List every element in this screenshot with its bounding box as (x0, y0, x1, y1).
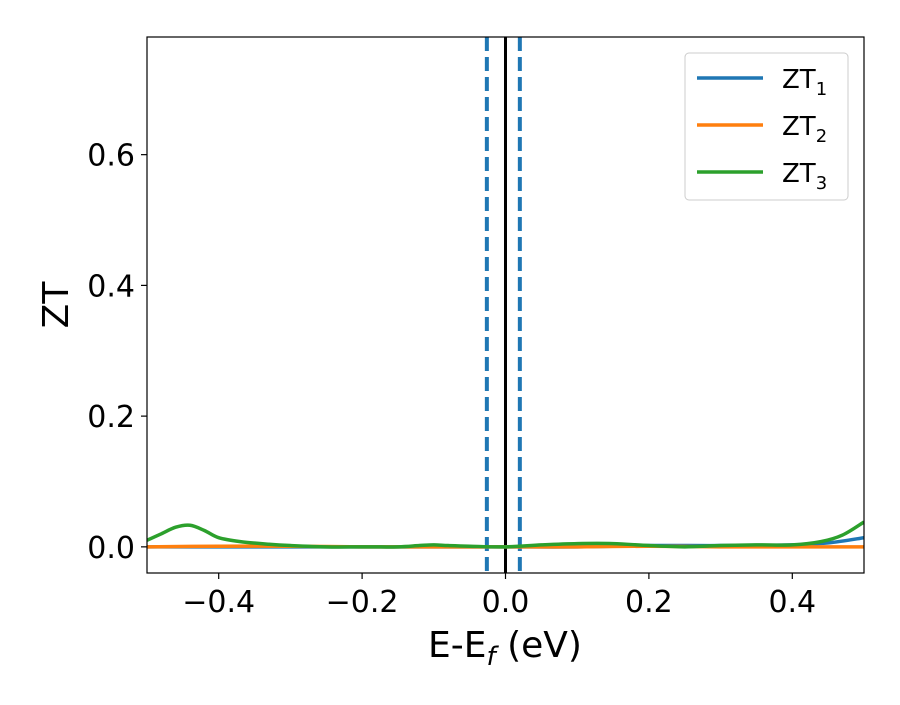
y-tick-label: 0.6 (87, 139, 135, 174)
x-axis-label: E-Ef (eV) (428, 625, 582, 672)
legend-box (684, 52, 849, 201)
y-tick-label: 0.2 (87, 400, 135, 435)
x-tick-label: 0.2 (625, 585, 673, 620)
x-tick-label: 0.0 (482, 585, 530, 620)
legend-label-zt3: ZT3 (782, 159, 827, 194)
legend: ZT1 ZT2 ZT3 (684, 52, 849, 201)
legend-label-zt1: ZT1 (782, 65, 827, 100)
x-tick-label: −0.4 (182, 585, 255, 620)
y-tick-label: 0.0 (87, 531, 135, 566)
x-tick-label: 0.4 (768, 585, 816, 620)
series-line-zt3 (147, 520, 864, 549)
legend-label-zt2: ZT2 (782, 112, 827, 147)
x-tick-label: −0.2 (326, 585, 399, 620)
y-axis-label: ZT (36, 281, 77, 329)
y-tick-label: 0.4 (87, 269, 135, 304)
